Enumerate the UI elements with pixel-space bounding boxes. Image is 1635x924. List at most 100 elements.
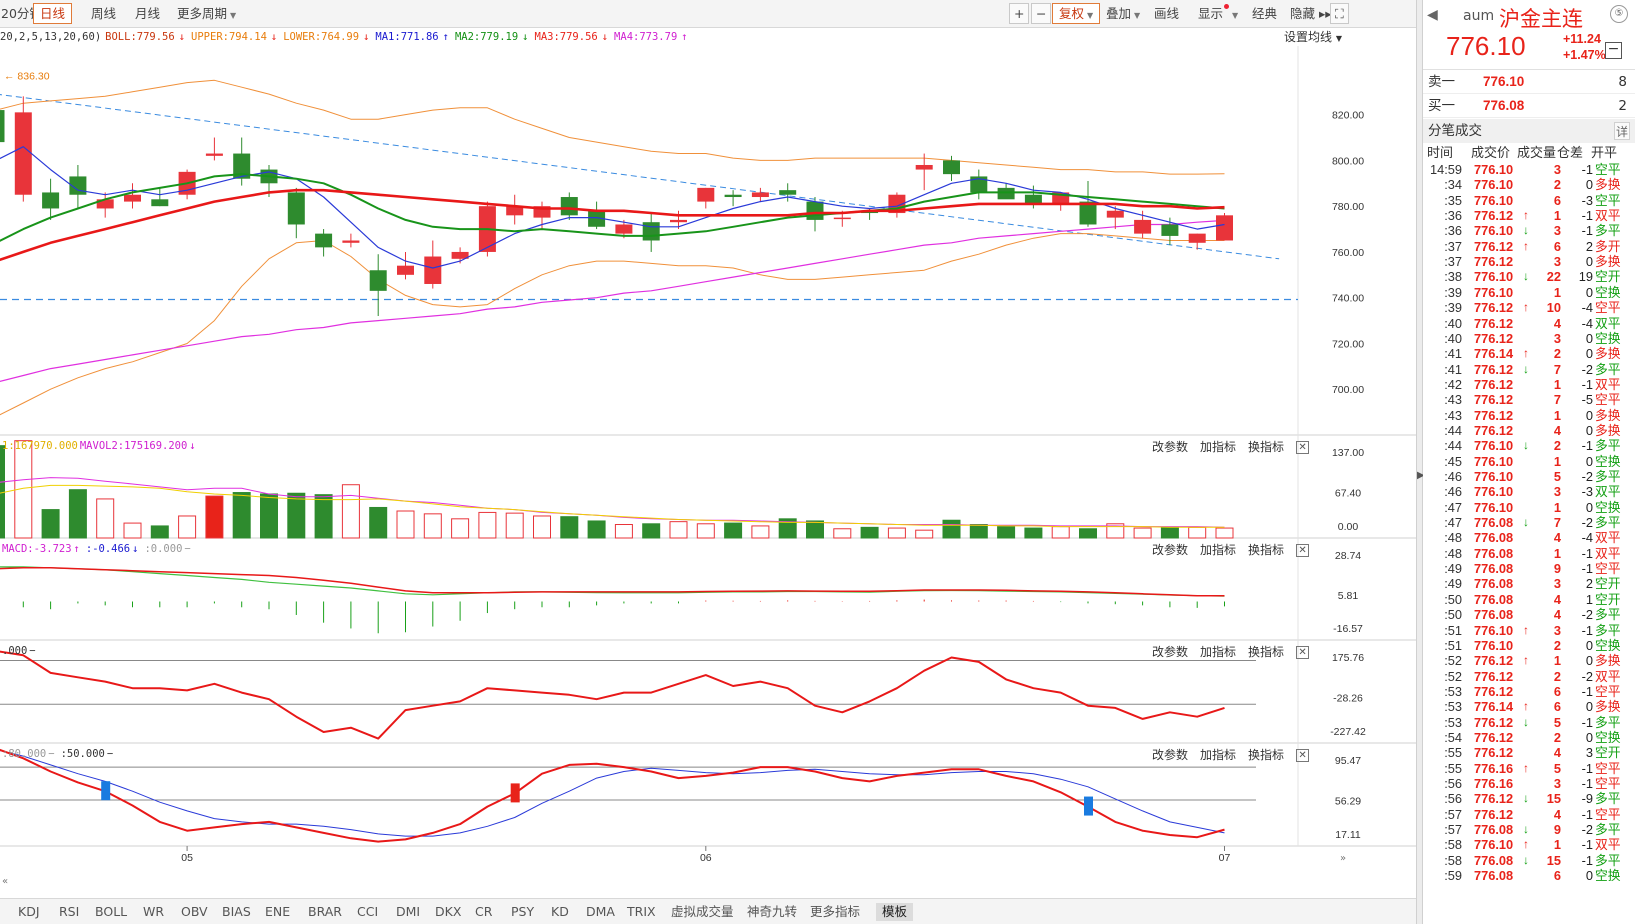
switch-indicator-button[interactable]: 换指标 bbox=[1248, 543, 1285, 557]
info-circle-icon[interactable]: ⑤ bbox=[1610, 5, 1628, 23]
tick-price: 776.08 bbox=[1474, 852, 1514, 868]
add-indicator-button[interactable]: 加指标 bbox=[1200, 645, 1237, 659]
indicator-tab-12[interactable]: PSY bbox=[511, 904, 535, 919]
tick-time: :50 bbox=[1444, 607, 1462, 623]
add-indicator-button[interactable]: 加指标 bbox=[1200, 748, 1237, 762]
indicator-tab-13[interactable]: KD bbox=[551, 904, 569, 919]
modify-params-button[interactable]: 改参数 bbox=[1152, 440, 1189, 454]
panel-splitter[interactable]: ▶ bbox=[1416, 0, 1425, 924]
volume-bar bbox=[232, 492, 251, 539]
tick-price: 776.10 bbox=[1474, 484, 1514, 500]
volume_pane-axis-label: 0.00 bbox=[1338, 521, 1359, 533]
close-pane-icon[interactable]: ✕ bbox=[1296, 749, 1310, 762]
volume-bar bbox=[1051, 526, 1070, 539]
tick-oi-change: -1 bbox=[1581, 561, 1593, 577]
tick-row: :51 776.10 2 0 空换 bbox=[1423, 638, 1635, 653]
tick-open-close: 双平 bbox=[1595, 837, 1621, 853]
tick-open-close: 空换 bbox=[1595, 284, 1621, 300]
draw-button[interactable]: 画线 bbox=[1147, 3, 1186, 24]
boll-upper-line bbox=[0, 79, 1225, 175]
indicator-tab-2[interactable]: BOLL bbox=[95, 904, 128, 919]
set-ma-button[interactable]: 设置均线 ▼ bbox=[1284, 28, 1342, 46]
indicator-tab-8[interactable]: CCI bbox=[357, 904, 379, 919]
indicator-tab-19[interactable]: 模板 bbox=[876, 903, 914, 921]
indicator-tab-14[interactable]: DMA bbox=[586, 904, 615, 919]
indicator-tab-3[interactable]: WR bbox=[143, 904, 165, 919]
adjust-button[interactable]: 复权 ▼ bbox=[1052, 3, 1101, 24]
tick-row: :37 776.12 ↑ 6 2 多开 bbox=[1423, 239, 1635, 254]
add-indicator-button[interactable]: 加指标 bbox=[1200, 543, 1237, 557]
indicator-tab-18[interactable]: 更多指标 bbox=[810, 904, 861, 919]
tick-price: 776.12 bbox=[1474, 238, 1514, 254]
indicator-tab-4[interactable]: OBV bbox=[181, 904, 208, 919]
close-pane-icon[interactable]: ✕ bbox=[1296, 646, 1310, 659]
period-tab-3[interactable]: 月线 bbox=[128, 3, 167, 24]
candle-body bbox=[96, 199, 114, 209]
close-pane-icon[interactable]: ✕ bbox=[1296, 441, 1310, 454]
indicator-tab-6[interactable]: ENE bbox=[265, 904, 291, 919]
switch-indicator-button[interactable]: 换指标 bbox=[1248, 440, 1285, 454]
candle-body bbox=[315, 233, 333, 248]
indicator-tab-7[interactable]: BRAR bbox=[308, 904, 342, 919]
candle-body bbox=[0, 110, 5, 143]
minimize-icon[interactable]: − bbox=[1605, 42, 1622, 59]
candle-body bbox=[151, 199, 169, 207]
tick-time: :53 bbox=[1444, 714, 1462, 730]
tick-oi-change: 2 bbox=[1585, 576, 1593, 592]
kd_pane-axis-label: 95.47 bbox=[1335, 755, 1361, 767]
tick-price: 776.12 bbox=[1474, 714, 1514, 730]
back-arrow-icon[interactable]: ◀ bbox=[1427, 7, 1438, 23]
hide-button[interactable]: 隐藏 ▸▸ bbox=[1283, 3, 1339, 24]
scroll-left-icon[interactable]: « bbox=[2, 876, 8, 887]
indicator-tab-15[interactable]: TRIX bbox=[627, 904, 656, 919]
modify-params-button[interactable]: 改参数 bbox=[1152, 748, 1189, 762]
indicator-tab-9[interactable]: DMI bbox=[396, 904, 421, 919]
indicator-tab-10[interactable]: DKX bbox=[435, 904, 462, 919]
indicator-tab-1[interactable]: RSI bbox=[59, 904, 80, 919]
tick-oi-change: 0 bbox=[1585, 177, 1593, 193]
zoom-in-button[interactable]: + bbox=[1009, 3, 1030, 24]
tick-row: :34 776.10 2 0 多换 bbox=[1423, 177, 1635, 192]
candle bbox=[42, 178, 60, 220]
period-tab-0[interactable]: 20分钟 bbox=[0, 3, 49, 24]
zoom-out-button[interactable]: − bbox=[1031, 3, 1052, 24]
indicator-tab-5[interactable]: BIAS bbox=[222, 904, 251, 919]
indicator-tab-17[interactable]: 神奇九转 bbox=[747, 904, 798, 919]
tick-time: :58 bbox=[1444, 852, 1462, 868]
period-tab-4[interactable]: 更多周期 ▼ bbox=[170, 3, 243, 24]
splitter-handle-icon[interactable]: ▶ bbox=[1417, 470, 1425, 481]
indicator-tab-11[interactable]: CR bbox=[475, 904, 493, 919]
cci_pane-menu: 改参数 加指标 换指标 ✕ bbox=[1140, 643, 1310, 660]
tick-oi-change: -2 bbox=[1581, 607, 1593, 623]
tick-oi-change: -1 bbox=[1581, 806, 1593, 822]
add-indicator-button[interactable]: 加指标 bbox=[1200, 440, 1237, 454]
tick-price: 776.12 bbox=[1474, 729, 1514, 745]
fullscreen-button[interactable]: ⛶ bbox=[1330, 3, 1349, 24]
volume-bar bbox=[1188, 526, 1207, 539]
overlay-label: 叠加 bbox=[1106, 6, 1132, 21]
switch-indicator-button[interactable]: 换指标 bbox=[1248, 645, 1285, 659]
tick-row: :47 776.10 1 0 空换 bbox=[1423, 500, 1635, 515]
indicator-tab-0[interactable]: KDJ bbox=[18, 904, 40, 919]
classic-button[interactable]: 经典 bbox=[1245, 3, 1284, 24]
close-pane-icon[interactable]: ✕ bbox=[1296, 544, 1310, 557]
tick-oi-change: -2 bbox=[1581, 822, 1593, 838]
period-tab-1[interactable]: 日线 bbox=[33, 3, 73, 24]
tick-volume: 5 bbox=[1553, 760, 1561, 776]
display-button[interactable]: 显示 ▼ bbox=[1191, 3, 1245, 24]
tick-open-close: 空平 bbox=[1595, 776, 1621, 791]
tick-volume: 5 bbox=[1553, 714, 1561, 730]
modify-params-button[interactable]: 改参数 bbox=[1152, 645, 1189, 659]
switch-indicator-button[interactable]: 换指标 bbox=[1248, 748, 1285, 762]
ticks-detail-button[interactable]: 详 bbox=[1614, 122, 1630, 140]
tick-oi-change: -1 bbox=[1581, 208, 1593, 224]
period-tab-2[interactable]: 周线 bbox=[84, 3, 123, 24]
scroll-right-icon[interactable]: » bbox=[1340, 853, 1346, 864]
kline-chart[interactable]: 820.00 800.00 780.00 760.00 740.00 720.00 700.… bbox=[0, 46, 1416, 898]
overlay-button[interactable]: 叠加 ▼ bbox=[1099, 3, 1147, 24]
indicator-tab-16[interactable]: 虚拟成交量 bbox=[671, 904, 734, 919]
volume-bar bbox=[0, 445, 5, 539]
tick-oi-change: 0 bbox=[1585, 653, 1593, 669]
modify-params-button[interactable]: 改参数 bbox=[1152, 543, 1189, 557]
tick-oi-change: 0 bbox=[1585, 407, 1593, 423]
